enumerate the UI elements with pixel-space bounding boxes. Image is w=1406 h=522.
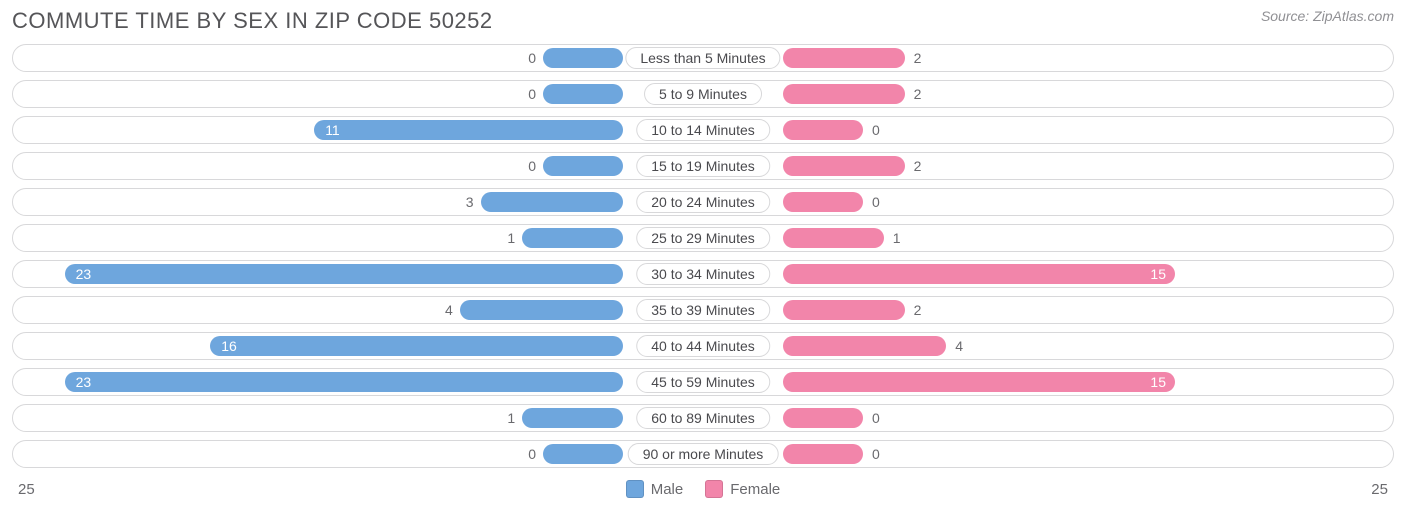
value-female: 0 [872,410,880,426]
row-category-label: 45 to 59 Minutes [636,371,770,393]
bar-female [783,84,905,104]
row-category-label: 15 to 19 Minutes [636,155,770,177]
bar-female [783,264,1175,284]
value-male: 23 [76,266,92,282]
chart-header: COMMUTE TIME BY SEX IN ZIP CODE 50252 So… [0,0,1406,44]
value-female: 15 [1150,266,1166,282]
bar-male [65,372,623,392]
legend-item-female: Female [705,480,780,498]
chart-title: COMMUTE TIME BY SEX IN ZIP CODE 50252 [12,8,493,34]
bar-female [783,156,905,176]
legend-label-female: Female [730,481,780,498]
row-category-label: 60 to 89 Minutes [636,407,770,429]
bar-female [783,192,863,212]
value-male: 11 [325,122,340,138]
chart-row: 15 to 19 Minutes 0 2 [12,152,1394,180]
chart-row: 25 to 29 Minutes 1 1 [12,224,1394,252]
value-male: 0 [528,50,536,66]
row-category-label: 90 or more Minutes [628,443,779,465]
value-male: 23 [76,374,92,390]
value-male: 3 [466,194,474,210]
bar-female [783,48,905,68]
value-male: 16 [221,338,237,354]
chart-row: 5 to 9 Minutes 0 2 [12,80,1394,108]
bar-male [543,48,623,68]
legend-swatch-male [626,480,644,498]
value-female: 2 [914,302,922,318]
value-female: 0 [872,446,880,462]
value-female: 4 [955,338,963,354]
bar-male [543,156,623,176]
axis-left-max: 25 [18,481,35,498]
chart-row: 20 to 24 Minutes 3 0 [12,188,1394,216]
bar-female [783,120,863,140]
value-male: 0 [528,86,536,102]
chart-footer: 25 Male Female 25 [0,476,1406,498]
row-category-label: Less than 5 Minutes [625,47,780,69]
value-female: 2 [914,50,922,66]
value-male: 0 [528,446,536,462]
row-category-label: 5 to 9 Minutes [644,83,762,105]
value-female: 0 [872,122,880,138]
bar-male [65,264,623,284]
row-category-label: 25 to 29 Minutes [636,227,770,249]
value-female: 2 [914,86,922,102]
chart-row: 35 to 39 Minutes 4 2 [12,296,1394,324]
bar-male [460,300,623,320]
value-female: 2 [914,158,922,174]
legend: Male Female [626,480,781,498]
bar-female [783,336,946,356]
value-male: 4 [445,302,453,318]
value-female: 1 [893,230,901,246]
chart-row: 90 or more Minutes 0 0 [12,440,1394,468]
row-category-label: 35 to 39 Minutes [636,299,770,321]
chart-row: 40 to 44 Minutes 16 4 [12,332,1394,360]
chart-row: 45 to 59 Minutes 23 15 [12,368,1394,396]
bar-female [783,372,1175,392]
bar-male [543,444,623,464]
bar-male [210,336,623,356]
chart-row: 60 to 89 Minutes 1 0 [12,404,1394,432]
bar-female [783,408,863,428]
bar-male [543,84,623,104]
chart-row: 30 to 34 Minutes 23 15 [12,260,1394,288]
bar-male [522,228,623,248]
chart-source: Source: ZipAtlas.com [1261,8,1394,24]
legend-item-male: Male [626,480,684,498]
chart-row: 10 to 14 Minutes 11 0 [12,116,1394,144]
row-category-label: 10 to 14 Minutes [636,119,770,141]
value-female: 0 [872,194,880,210]
value-male: 1 [507,410,515,426]
row-category-label: 20 to 24 Minutes [636,191,770,213]
axis-right-max: 25 [1371,481,1388,498]
bar-male [481,192,623,212]
bar-male [314,120,623,140]
legend-swatch-female [705,480,723,498]
bar-female [783,444,863,464]
diverging-bar-chart: Less than 5 Minutes 0 2 5 to 9 Minutes 0 2 10 … [0,44,1406,468]
legend-label-male: Male [651,481,684,498]
value-male: 1 [507,230,515,246]
value-male: 0 [528,158,536,174]
bar-male [522,408,623,428]
row-category-label: 30 to 34 Minutes [636,263,770,285]
bar-female [783,228,884,248]
chart-row: Less than 5 Minutes 0 2 [12,44,1394,72]
bar-female [783,300,905,320]
row-category-label: 40 to 44 Minutes [636,335,770,357]
value-female: 15 [1150,374,1166,390]
